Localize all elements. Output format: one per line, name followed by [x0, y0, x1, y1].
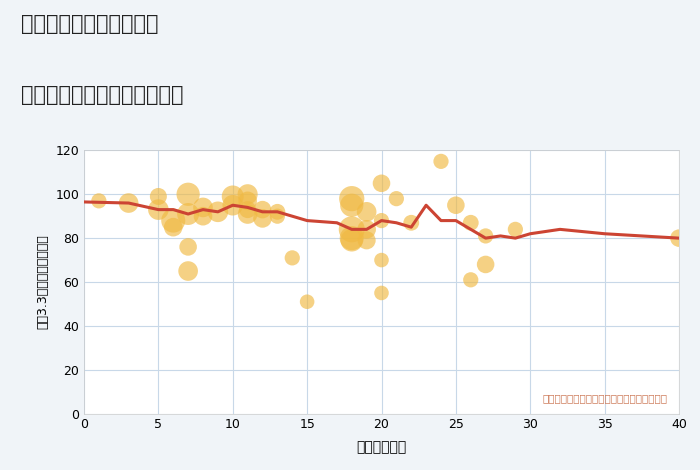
Point [346, 195, 357, 203]
Point [242, 190, 253, 198]
Y-axis label: 坪（3.3㎡）単価（万円）: 坪（3.3㎡）単価（万円） [36, 235, 50, 329]
X-axis label: 築年数（年）: 築年数（年） [356, 440, 407, 454]
Point [435, 157, 447, 165]
Point [346, 235, 357, 242]
Point [376, 289, 387, 297]
Point [183, 267, 194, 275]
Point [242, 210, 253, 218]
Point [153, 206, 164, 213]
Text: 福岡県春日市下白水北の: 福岡県春日市下白水北の [21, 14, 158, 34]
Point [480, 261, 491, 268]
Point [93, 197, 104, 204]
Point [406, 219, 417, 227]
Point [123, 199, 134, 207]
Point [272, 208, 283, 216]
Point [302, 298, 313, 306]
Point [465, 219, 476, 227]
Point [183, 190, 194, 198]
Point [153, 193, 164, 200]
Point [465, 276, 476, 283]
Point [450, 202, 461, 209]
Point [376, 180, 387, 187]
Point [272, 212, 283, 220]
Text: 築年数別中古マンション価格: 築年数別中古マンション価格 [21, 85, 183, 105]
Point [242, 206, 253, 213]
Point [242, 197, 253, 204]
Text: 円の大きさは、取引のあった物件面積を示す: 円の大きさは、取引のあった物件面積を示す [542, 393, 667, 403]
Point [168, 217, 179, 224]
Point [197, 204, 209, 211]
Point [227, 202, 238, 209]
Point [673, 235, 685, 242]
Point [183, 243, 194, 251]
Point [346, 226, 357, 233]
Point [346, 236, 357, 244]
Point [257, 206, 268, 213]
Point [376, 217, 387, 224]
Point [510, 226, 521, 233]
Point [361, 208, 372, 216]
Point [257, 215, 268, 222]
Point [361, 236, 372, 244]
Point [183, 210, 194, 218]
Point [376, 256, 387, 264]
Point [287, 254, 298, 262]
Point [168, 223, 179, 231]
Point [480, 232, 491, 240]
Point [391, 195, 402, 203]
Point [346, 202, 357, 209]
Point [227, 193, 238, 200]
Point [197, 212, 209, 220]
Point [361, 226, 372, 233]
Point [212, 208, 223, 216]
